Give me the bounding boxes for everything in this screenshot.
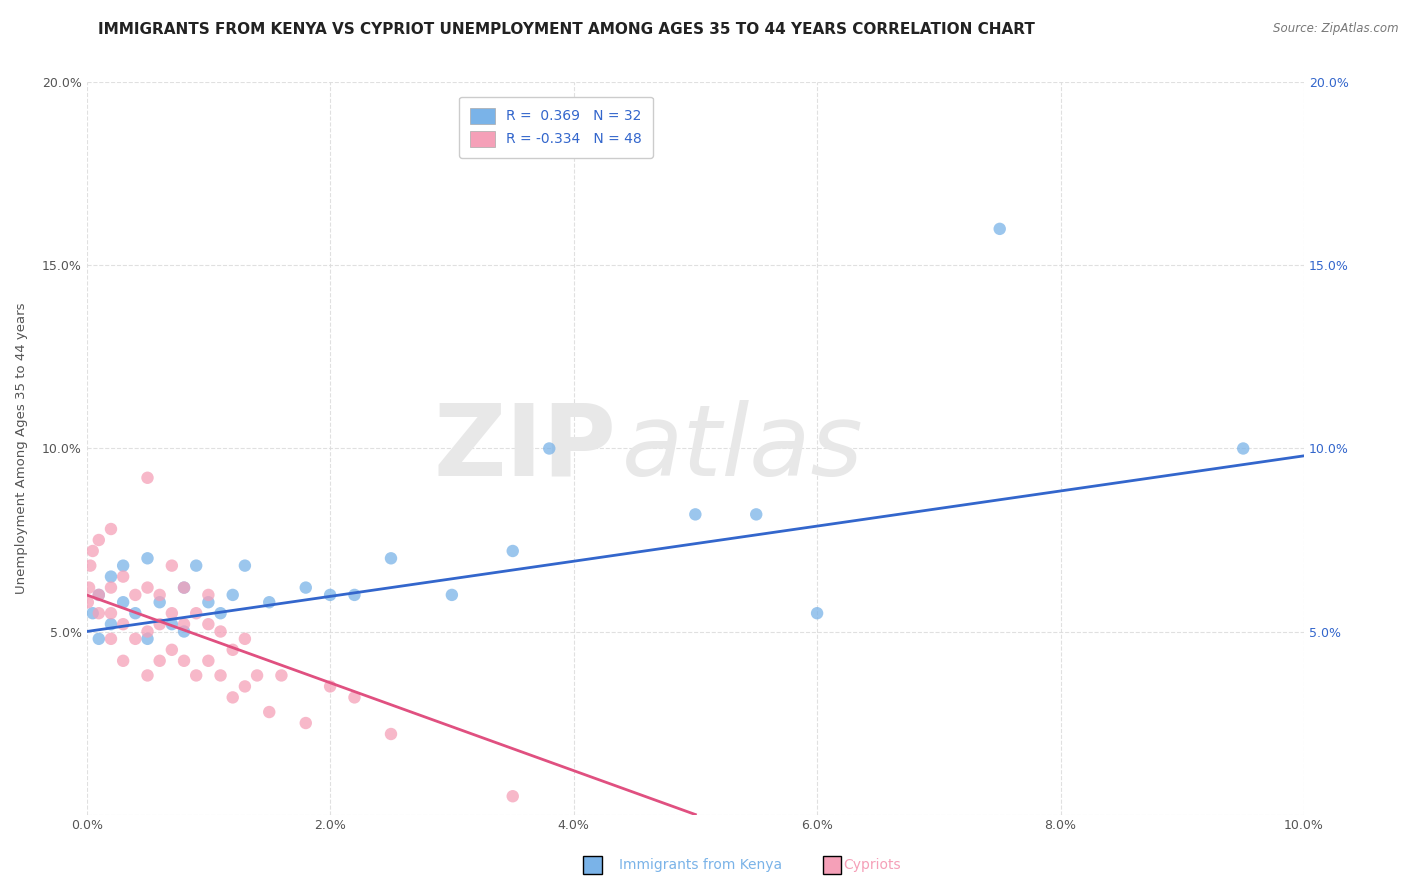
Text: Immigrants from Kenya: Immigrants from Kenya: [619, 858, 782, 872]
Point: [82, 606, 104, 620]
Point: [160, 642, 183, 657]
Point: [87, 632, 110, 646]
Point: [209, 606, 232, 620]
Point: [197, 588, 219, 602]
Point: [502, 789, 524, 804]
Legend: R =  0.369   N = 32, R = -0.334   N = 48: R = 0.369 N = 32, R = -0.334 N = 48: [458, 96, 652, 158]
Text: Source: ZipAtlas.com: Source: ZipAtlas.com: [1274, 22, 1399, 36]
Point: [136, 581, 159, 595]
Point: [173, 654, 195, 668]
Y-axis label: Unemployment Among Ages 35 to 44 years: Unemployment Among Ages 35 to 44 years: [15, 302, 28, 594]
Point: [87, 588, 110, 602]
Point: [380, 551, 402, 566]
Point: [136, 624, 159, 639]
Point: [173, 581, 195, 595]
Point: [100, 581, 122, 595]
Point: [233, 680, 256, 694]
Point: [233, 632, 256, 646]
Point: [343, 588, 366, 602]
Point: [246, 668, 269, 682]
Point: [124, 588, 146, 602]
Point: [294, 716, 316, 731]
Text: ZIP: ZIP: [433, 400, 616, 497]
Point: [222, 642, 245, 657]
Point: [222, 690, 245, 705]
Point: [502, 544, 524, 558]
Point: [124, 606, 146, 620]
Point: [197, 654, 219, 668]
Point: [76, 595, 98, 609]
Point: [100, 632, 122, 646]
Point: [136, 632, 159, 646]
Text: atlas: atlas: [623, 400, 863, 497]
Point: [319, 588, 342, 602]
Point: [87, 606, 110, 620]
Point: [100, 522, 122, 536]
Point: [100, 569, 122, 583]
Point: [149, 654, 172, 668]
Point: [149, 588, 172, 602]
Point: [1232, 442, 1254, 456]
Text: IMMIGRANTS FROM KENYA VS CYPRIOT UNEMPLOYMENT AMONG AGES 35 TO 44 YEARS CORRELAT: IMMIGRANTS FROM KENYA VS CYPRIOT UNEMPLO…: [98, 22, 1035, 37]
Point: [136, 551, 159, 566]
Point: [270, 668, 292, 682]
Point: [136, 668, 159, 682]
Point: [112, 569, 135, 583]
Text: Cypriots: Cypriots: [844, 858, 901, 872]
Point: [806, 606, 828, 620]
Point: [87, 533, 110, 547]
Point: [112, 595, 135, 609]
Point: [233, 558, 256, 573]
Point: [209, 668, 232, 682]
Point: [319, 680, 342, 694]
Point: [173, 617, 195, 632]
Point: [294, 581, 316, 595]
Point: [173, 624, 195, 639]
Point: [197, 617, 219, 632]
Point: [124, 632, 146, 646]
Point: [538, 442, 561, 456]
Point: [380, 727, 402, 741]
Point: [149, 595, 172, 609]
Point: [77, 581, 100, 595]
Point: [209, 624, 232, 639]
Point: [112, 654, 135, 668]
Point: [82, 544, 104, 558]
Point: [257, 595, 280, 609]
Point: [160, 617, 183, 632]
Point: [160, 606, 183, 620]
Point: [685, 508, 707, 522]
Point: [257, 705, 280, 719]
Point: [136, 471, 159, 485]
Point: [100, 617, 122, 632]
Point: [186, 558, 208, 573]
Point: [100, 606, 122, 620]
Point: [149, 617, 172, 632]
Point: [745, 508, 768, 522]
Point: [173, 581, 195, 595]
Point: [87, 588, 110, 602]
Point: [112, 617, 135, 632]
Point: [988, 222, 1011, 236]
Point: [186, 606, 208, 620]
Point: [79, 558, 101, 573]
Point: [186, 668, 208, 682]
Point: [440, 588, 463, 602]
Point: [112, 558, 135, 573]
Point: [343, 690, 366, 705]
Point: [222, 588, 245, 602]
Point: [160, 558, 183, 573]
Point: [197, 595, 219, 609]
